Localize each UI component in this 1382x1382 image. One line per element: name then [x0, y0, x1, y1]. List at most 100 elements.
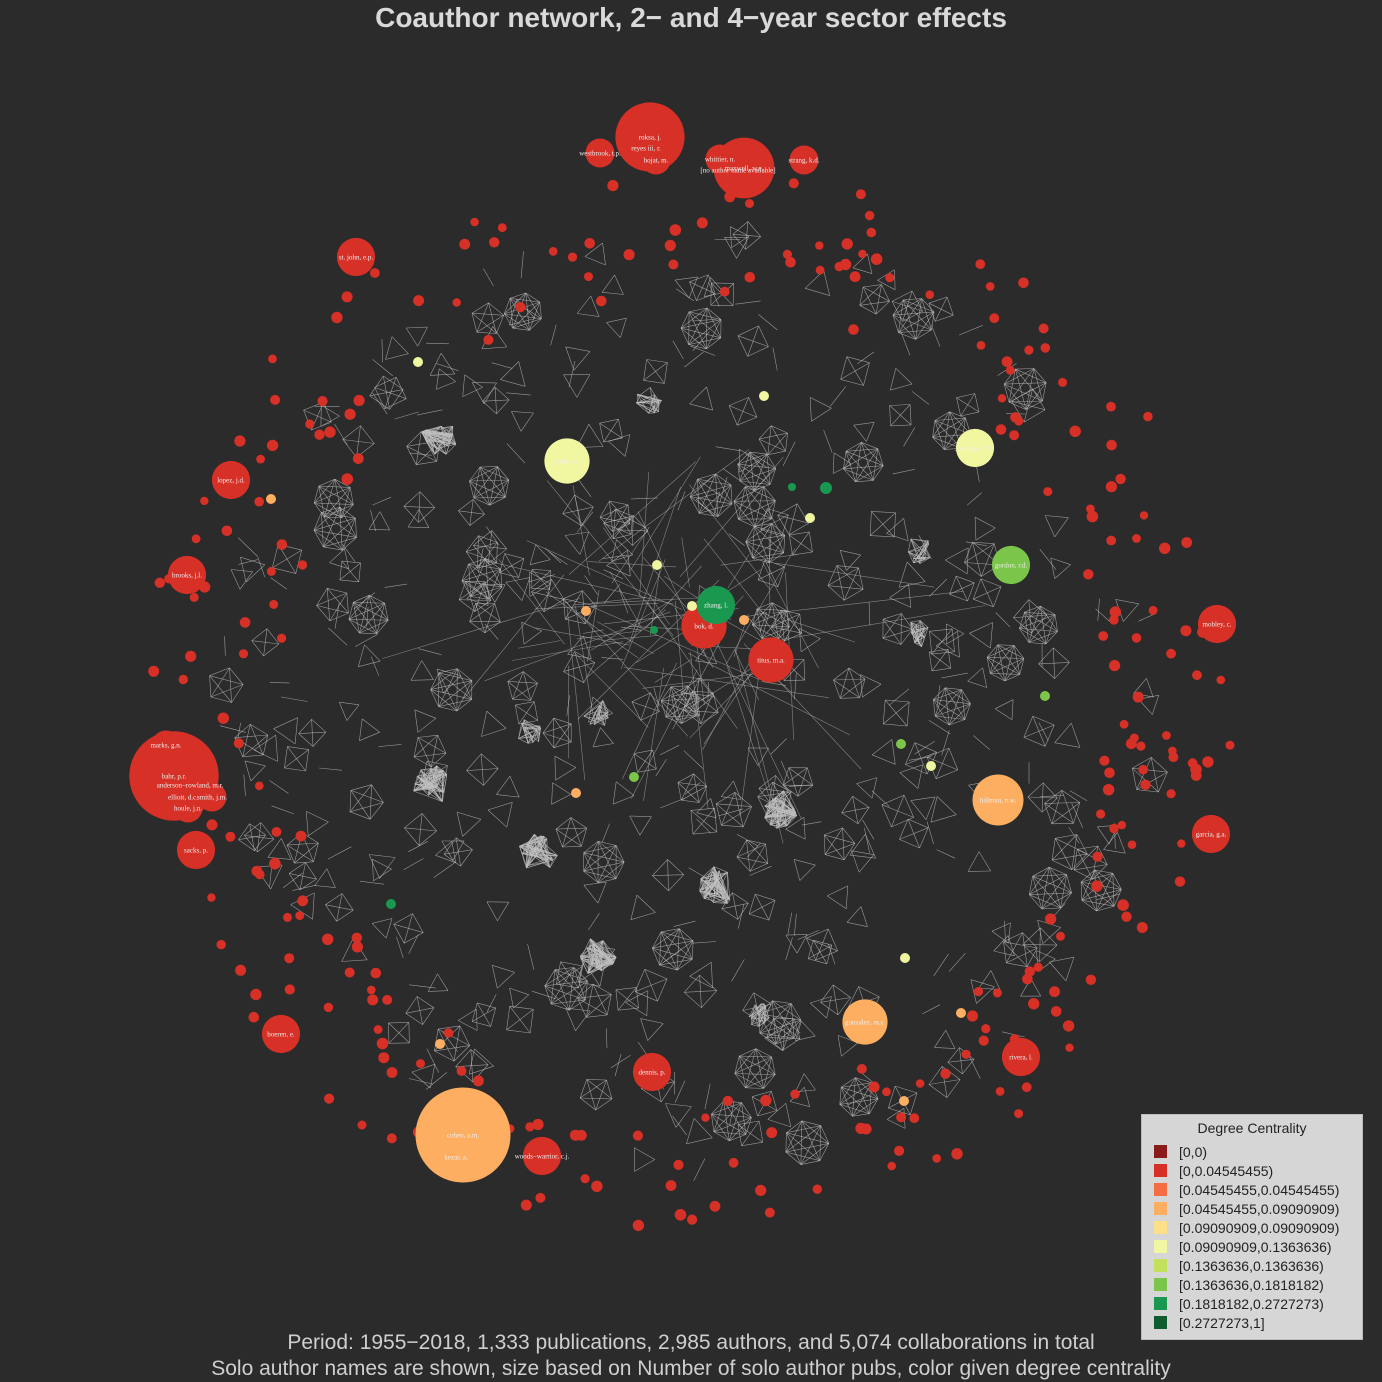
collaboration-edge [403, 506, 435, 508]
collaboration-edge [434, 448, 438, 455]
collaboration-edge [629, 456, 701, 572]
collaboration-edge [949, 411, 966, 419]
collaboration-edge [921, 637, 925, 647]
collaboration-edge [512, 327, 530, 331]
collaboration-edge [962, 1059, 975, 1075]
collaboration-edge [418, 830, 437, 846]
collaboration-edge [1080, 881, 1097, 912]
collaboration-edge [746, 839, 766, 845]
collaboration-edge [593, 743, 614, 748]
collaboration-edge [509, 299, 518, 325]
collaboration-edge [359, 595, 370, 634]
collaboration-edge [781, 514, 789, 537]
legend-swatch [1154, 1164, 1167, 1177]
collaboration-edge [908, 543, 929, 553]
collaboration-edge [496, 794, 520, 798]
collaboration-edge [823, 834, 826, 855]
collaboration-edge [260, 822, 275, 840]
solo-author-node [284, 984, 295, 995]
collaboration-edge [349, 487, 354, 505]
collaboration-edge [639, 395, 659, 404]
collaboration-edge [633, 515, 649, 532]
solo-author-node [520, 1199, 532, 1211]
solo-author-node [297, 560, 308, 570]
collaboration-edge [799, 864, 816, 881]
collaboration-edge [329, 562, 349, 570]
collaboration-edge [801, 1120, 821, 1126]
legend-swatch [1154, 1278, 1167, 1291]
collaboration-edge [484, 584, 496, 603]
collaboration-edge [773, 1018, 784, 1051]
collaboration-edge [486, 710, 507, 729]
collaboration-edge [750, 1018, 760, 1027]
collaboration-edge [910, 538, 931, 558]
collaboration-edge [1004, 382, 1047, 385]
collaboration-edge [1136, 789, 1159, 793]
collaboration-edge [369, 802, 384, 820]
collaboration-edge [884, 699, 908, 727]
solo-author-node [1131, 633, 1142, 643]
collaboration-edge [730, 484, 733, 504]
collaboration-edge [961, 689, 971, 704]
collaboration-edge [889, 405, 891, 426]
collaboration-edge [459, 1025, 470, 1046]
collaboration-edge [618, 419, 623, 439]
collaboration-edge [859, 301, 890, 306]
collaboration-edge [833, 679, 860, 698]
solo-author-node [370, 967, 382, 979]
collaboration-edge [778, 626, 790, 640]
collaboration-edge [824, 843, 856, 855]
collaboration-edge [417, 737, 432, 767]
collaboration-edge [634, 1159, 655, 1172]
collaboration-edge [735, 300, 761, 305]
collaboration-edge [586, 1079, 596, 1111]
collaboration-edge [710, 282, 712, 306]
collaboration-edge [341, 560, 360, 582]
collaboration-edge [606, 1079, 613, 1099]
collaboration-edge [615, 987, 637, 991]
collaboration-edge [914, 642, 920, 645]
collaboration-edge [455, 837, 461, 867]
chart-caption: Period: 1955−2018, 1,333 publications, 2… [0, 1330, 1382, 1382]
collaboration-edge [580, 940, 604, 957]
collaboration-edge [374, 377, 397, 388]
collaboration-edge [747, 221, 761, 237]
collaboration-edge [766, 1037, 784, 1051]
collaboration-edge [606, 322, 621, 338]
collaboration-edge [630, 912, 656, 920]
collaboration-edge [289, 873, 317, 880]
collaboration-edge [883, 613, 902, 620]
collaboration-edge [359, 603, 385, 634]
solo-author-node [997, 394, 1007, 403]
collaboration-edge [442, 770, 448, 775]
collaboration-edge [469, 603, 495, 622]
collaboration-edge [903, 794, 914, 818]
collaboration-edge [611, 554, 633, 562]
collaboration-edge [334, 479, 354, 505]
collaboration-edge [321, 512, 357, 538]
collaboration-edge [974, 393, 980, 412]
collaboration-edge [437, 1028, 455, 1062]
collaboration-edge [677, 782, 682, 801]
collaboration-edge [582, 635, 592, 659]
collaboration-edge [964, 543, 995, 563]
solo-author-node [472, 1075, 484, 1087]
collaboration-edge [1055, 834, 1077, 839]
collaboration-edge [600, 952, 602, 971]
collaboration-edge [846, 554, 861, 571]
collaboration-edge [591, 597, 646, 604]
collaboration-edge [1049, 961, 1067, 982]
collaboration-edge [1024, 409, 1046, 423]
collaboration-edge [321, 512, 356, 519]
collaboration-edge [611, 539, 617, 562]
collaboration-edge [1041, 892, 1072, 910]
collaboration-edge [527, 841, 540, 848]
collaboration-edge [540, 835, 554, 861]
collaboration-edge [990, 970, 1001, 990]
collaboration-edge [758, 314, 778, 331]
collaboration-edge [1038, 662, 1070, 665]
collaboration-edge [934, 420, 971, 435]
collaboration-edge [997, 644, 1021, 675]
collaboration-edge [470, 558, 487, 597]
solo-author-node [1143, 411, 1153, 422]
